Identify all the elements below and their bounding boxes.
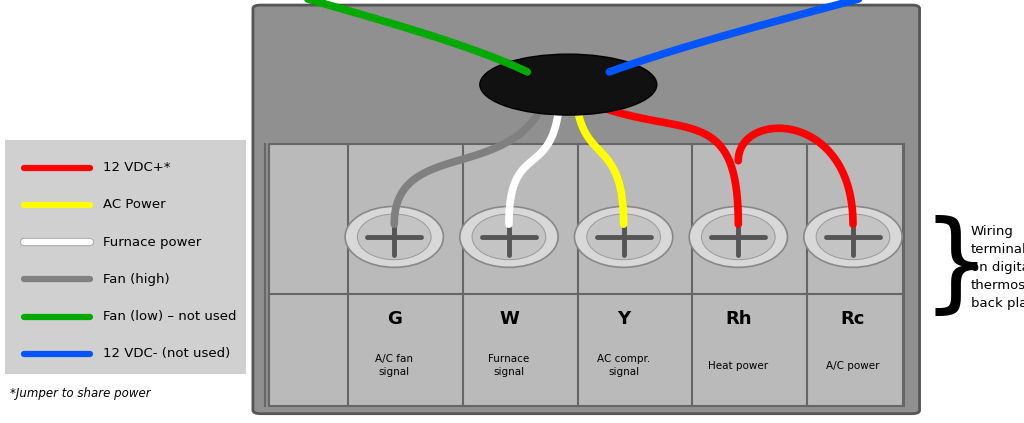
Text: Rh: Rh <box>725 310 752 328</box>
Text: A/C power: A/C power <box>826 361 880 371</box>
Ellipse shape <box>701 214 775 260</box>
Ellipse shape <box>816 214 890 260</box>
Text: *Jumper to share power: *Jumper to share power <box>10 387 151 400</box>
Text: Heat power: Heat power <box>709 361 768 371</box>
Text: AC Power: AC Power <box>103 198 166 212</box>
Ellipse shape <box>689 206 787 267</box>
FancyBboxPatch shape <box>5 140 246 374</box>
FancyBboxPatch shape <box>269 144 903 406</box>
Text: A/C fan
signal: A/C fan signal <box>375 354 414 377</box>
Text: W: W <box>499 310 519 328</box>
Ellipse shape <box>587 214 660 260</box>
Text: Wiring
terminals
on digital
thermostat
back plate: Wiring terminals on digital thermostat b… <box>971 225 1024 310</box>
Text: Fan (low) – not used: Fan (low) – not used <box>103 310 237 323</box>
Ellipse shape <box>804 206 902 267</box>
Ellipse shape <box>574 206 673 267</box>
FancyBboxPatch shape <box>253 5 920 414</box>
Text: }: } <box>922 214 990 321</box>
Text: AC compr.
signal: AC compr. signal <box>597 354 650 377</box>
Ellipse shape <box>460 206 558 267</box>
Text: Rc: Rc <box>841 310 865 328</box>
Text: 12 VDC+*: 12 VDC+* <box>103 161 171 174</box>
Text: Y: Y <box>617 310 630 328</box>
Text: Furnace power: Furnace power <box>103 236 202 249</box>
Text: G: G <box>387 310 401 328</box>
Text: Fan (high): Fan (high) <box>103 273 170 286</box>
Ellipse shape <box>472 214 546 260</box>
Ellipse shape <box>357 214 431 260</box>
Ellipse shape <box>480 54 656 115</box>
Ellipse shape <box>345 206 443 267</box>
Text: Furnace
signal: Furnace signal <box>488 354 529 377</box>
Text: 12 VDC- (not used): 12 VDC- (not used) <box>103 347 230 360</box>
